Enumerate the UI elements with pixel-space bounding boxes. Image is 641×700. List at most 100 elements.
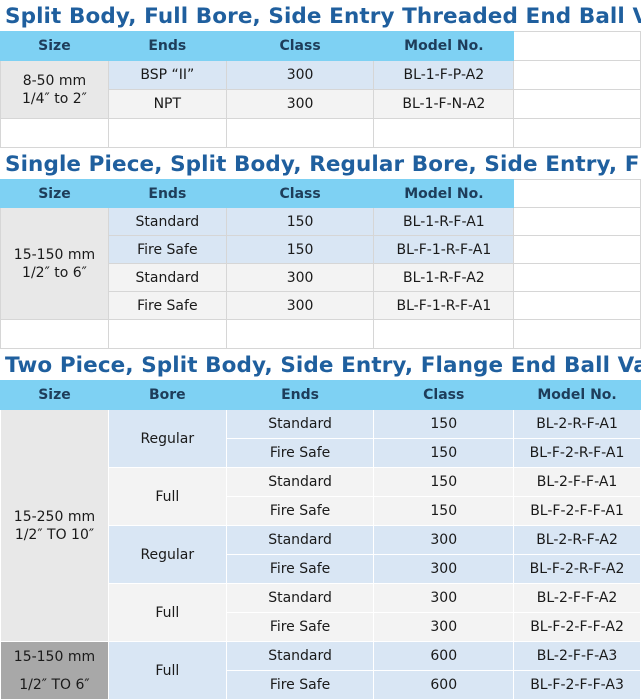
class-cell: 600 [373,641,515,671]
table-row: Regular Standard 300 BL-2-R-F-A2 [1,525,641,584]
table-row: NPT 300 BL-1-F-N-A2 [1,89,641,119]
ends-cell: Fire Safe [107,235,227,264]
bore-cell: Regular [107,525,227,584]
table-row: Fire Safe 300 BL-F-1-R-F-A1 [1,291,641,320]
class-cell: 150 [225,207,375,236]
section-3: Two Piece, Split Body, Side Entry, Flang… [0,349,641,700]
size-inch: 1/2″ to 6″ [22,264,87,281]
size-cell: 15-250 mm 1/2″ TO 10″ [0,409,109,642]
model-cell: BL-F-1-R-F-A1 [373,291,515,320]
class-cell: 150 [373,496,515,526]
section-1-table: Size Ends Class Model No. 8-50 mm 1/4″ t… [0,31,641,148]
table-row: Full Standard 300 BL-2-F-F-A2 [1,583,641,642]
blank-cell [513,31,641,61]
header-size: Size [0,31,109,61]
class-cell: 300 [225,291,375,320]
class-cell: 300 [373,583,515,613]
ends-cell: Fire Safe [107,291,227,320]
size-cell: 15-150 mm 1/2″ TO 6″ [0,641,109,700]
header-size: Size [0,179,109,208]
ends-cell: Fire Safe [225,496,375,526]
ends-cell: Standard [107,263,227,292]
header-class: Class [225,179,375,208]
table-header-row: Size Ends Class Model No. [0,179,641,208]
blank-cell [513,263,641,292]
class-cell: 300 [225,89,375,119]
size-cell: 8-50 mm 1/4″ to 2″ [0,60,109,119]
ends-cell: Standard [225,525,375,555]
section-2: Single Piece, Split Body, Regular Bore, … [0,148,641,349]
table-row: Standard 300 BL-1-R-F-A2 [1,263,641,292]
table-row: Fire Safe 600 BL-F-2-F-F-A3 [1,670,641,700]
table-row: 8-50 mm 1/4″ to 2″ BSP “II” 300 BL-1-F-P… [0,60,641,119]
header-ends: Ends [107,31,227,61]
section-1: Split Body, Full Bore, Side Entry Thread… [0,0,641,148]
model-cell: BL-1-R-F-A2 [373,263,515,292]
bore-cell: Full [107,467,227,526]
class-cell: 300 [373,554,515,584]
blank-cell [513,207,641,236]
header-class: Class [373,380,515,410]
model-cell: BL-F-2-R-F-A2 [513,554,641,584]
ends-cell: Fire Safe [225,554,375,584]
model-cell: BL-F-2-R-F-A1 [513,438,641,468]
model-cell: BL-F-2-F-F-A2 [513,612,641,642]
header-model-no: Model No. [373,31,515,61]
header-model-no: Model No. [373,179,515,208]
bore-cell: Full [107,641,227,700]
table-row: 15-250 mm 1/2″ TO 10″ Regular Standard 1… [0,409,641,642]
ends-cell: Fire Safe [225,438,375,468]
model-cell: BL-2-R-F-A1 [513,409,641,439]
model-cell: BL-1-R-F-A1 [373,207,515,236]
table-row: Fire Safe 300 BL-F-2-R-F-A2 [1,554,641,584]
section-2-title: Single Piece, Split Body, Regular Bore, … [5,152,641,177]
size-inch: 1/2″ TO 6″ [19,676,90,693]
model-cell: BL-F-2-F-F-A3 [513,670,641,700]
blank-cell [513,89,641,119]
empty-row [0,319,641,349]
class-cell: 300 [373,525,515,555]
table-header-row: Size Ends Class Model No. [0,31,641,61]
class-cell: 300 [225,60,375,90]
ends-cell: Fire Safe [225,612,375,642]
empty-row [0,118,641,148]
bore-cell: Regular [107,409,227,468]
class-cell: 150 [225,235,375,264]
ends-cell: Fire Safe [225,670,375,700]
table-row: Full Standard 150 BL-2-F-F-A1 [1,467,641,526]
size-cell: 15-150 mm 1/2″ to 6″ [0,207,109,320]
model-cell: BL-F-2-F-F-A1 [513,496,641,526]
ends-cell: Standard [225,583,375,613]
model-cell: BL-2-F-F-A2 [513,583,641,613]
section-3-title: Two Piece, Split Body, Side Entry, Flang… [5,353,641,378]
ends-cell: Standard [225,409,375,439]
size-inch: 1/4″ to 2″ [22,90,87,107]
model-cell: BL-2-F-F-A1 [513,467,641,497]
model-cell: BL-F-1-R-F-A1 [373,235,515,264]
section-3-table: Size Bore Ends Class Model No. 15-250 mm… [0,380,641,700]
ends-cell: BSP “II” [107,60,227,90]
ends-cell: Standard [225,641,375,671]
section-1-title: Split Body, Full Bore, Side Entry Thread… [5,4,641,29]
size-mm: 8-50 mm [22,72,87,89]
header-model-no: Model No. [513,380,641,410]
size-mm: 15-150 mm [13,648,96,665]
model-cell: BL-1-F-P-A2 [373,60,515,90]
class-cell: 600 [373,670,515,700]
table-header-row: Size Bore Ends Class Model No. [0,380,641,410]
class-cell: 300 [225,263,375,292]
size-inch: 1/2″ TO 10″ [14,526,95,543]
model-cell: BL-2-R-F-A2 [513,525,641,555]
header-size: Size [0,380,109,410]
header-bore: Bore [107,380,227,410]
table-row: 15-150 mm 1/2″ to 6″ Standard 150 BL-1-R… [0,207,641,320]
model-cell: BL-1-F-N-A2 [373,89,515,119]
table-row: Fire Safe 150 BL-F-2-R-F-A1 [1,438,641,468]
blank-cell [513,60,641,90]
class-cell: 150 [373,438,515,468]
class-cell: 300 [373,612,515,642]
section-2-table: Size Ends Class Model No. 15-150 mm 1/2″… [0,179,641,349]
bore-cell: Full [107,583,227,642]
header-class: Class [225,31,375,61]
table-row: Fire Safe 150 BL-F-1-R-F-A1 [1,235,641,264]
